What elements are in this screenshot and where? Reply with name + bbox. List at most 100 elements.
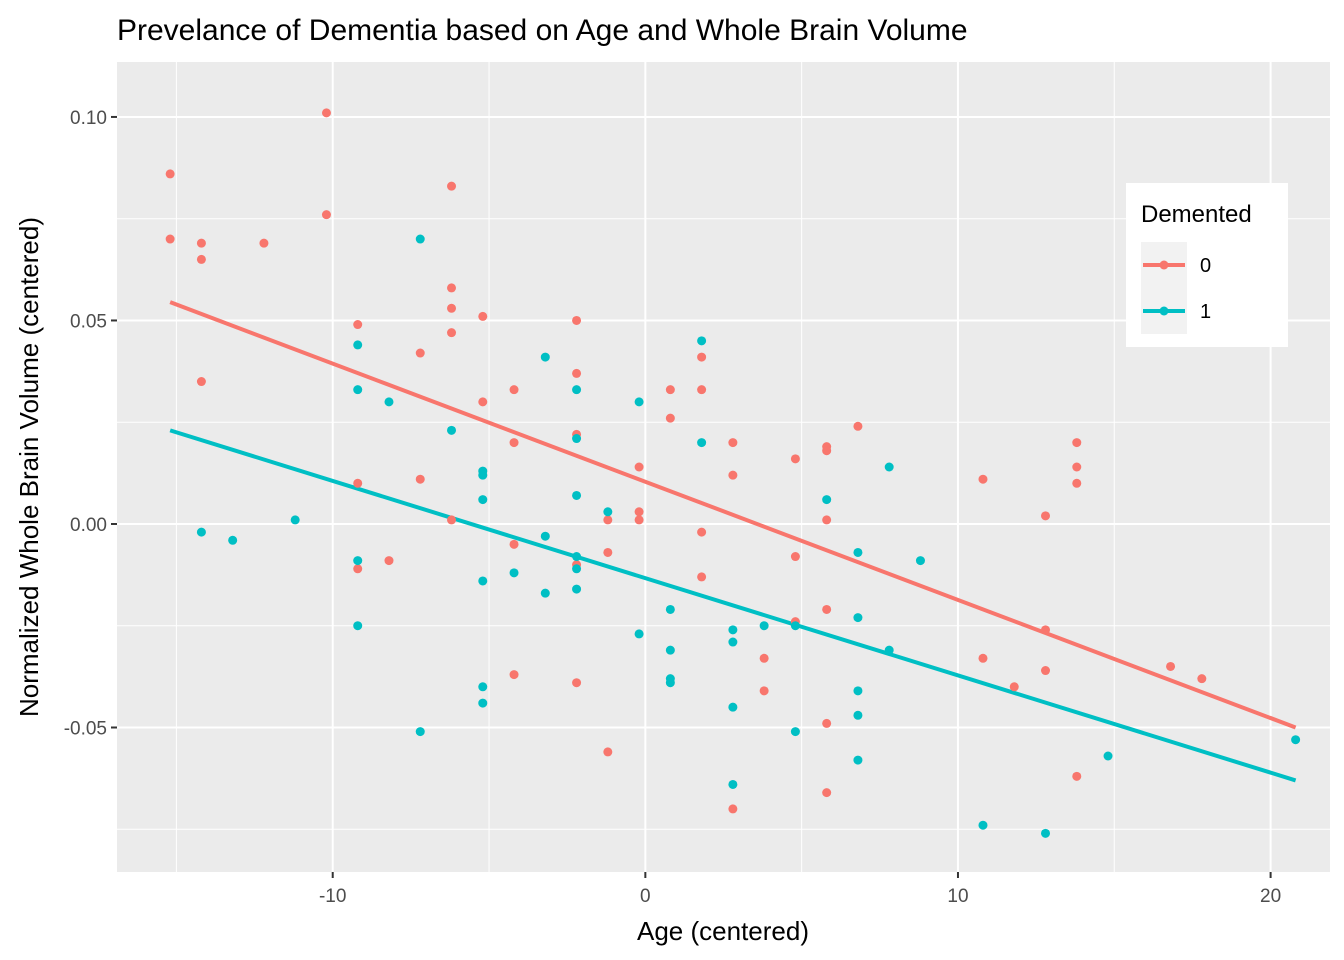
x-tick-label: 10 <box>947 886 968 907</box>
fit-lines <box>169 300 1297 783</box>
data-point-series-1 <box>572 385 582 395</box>
fit-line-series-1 <box>169 428 1297 783</box>
data-point-series-0 <box>697 385 707 395</box>
data-point-series-0 <box>1072 478 1082 488</box>
data-point-series-0 <box>603 515 613 525</box>
data-point-series-0 <box>697 352 707 362</box>
axes: -10 0 10 20-0.050.000.050.10 <box>64 108 1281 907</box>
data-point-series-1 <box>665 678 675 688</box>
data-point-series-1 <box>728 702 738 712</box>
data-point-series-0 <box>478 397 488 407</box>
data-point-series-0 <box>165 169 175 179</box>
data-point-series-1 <box>853 710 863 720</box>
data-point-series-0 <box>509 385 519 395</box>
data-point-series-1 <box>634 397 644 407</box>
grid <box>117 62 1330 872</box>
y-axis-title: Normalized Whole Brain Volume (centered) <box>14 217 44 717</box>
data-point-series-1 <box>822 495 832 505</box>
data-point-series-0 <box>447 328 457 338</box>
data-point-series-0 <box>1166 661 1176 671</box>
data-point-series-0 <box>790 552 800 562</box>
data-point-series-1 <box>540 588 550 598</box>
data-point-series-0 <box>572 315 582 325</box>
data-point-series-0 <box>509 539 519 549</box>
data-point-series-1 <box>478 576 488 586</box>
data-point-series-1 <box>228 535 238 545</box>
data-point-series-0 <box>759 653 769 663</box>
legend-key-point-0 <box>1159 260 1169 270</box>
data-point-series-1 <box>353 340 363 350</box>
data-point-series-0 <box>353 478 363 488</box>
data-point-series-1 <box>1103 751 1113 761</box>
legend-keys <box>1143 260 1185 316</box>
data-point-series-1 <box>853 686 863 696</box>
data-point-series-1 <box>415 234 425 244</box>
data-point-series-0 <box>1072 771 1082 781</box>
data-point-series-0 <box>353 564 363 574</box>
data-point-series-0 <box>728 804 738 814</box>
data-point-series-1 <box>415 727 425 737</box>
data-point-series-0 <box>509 670 519 680</box>
data-point-series-1 <box>884 462 894 472</box>
data-point-series-0 <box>790 454 800 464</box>
data-point-series-1 <box>353 621 363 631</box>
data-point-series-0 <box>478 311 488 321</box>
data-point-series-1 <box>790 727 800 737</box>
data-point-series-1 <box>540 531 550 541</box>
data-point-series-0 <box>634 462 644 472</box>
data-point-series-0 <box>165 234 175 244</box>
data-point-series-0 <box>1197 674 1207 684</box>
legend-title: Demented <box>1141 201 1252 228</box>
data-point-series-0 <box>1041 666 1051 676</box>
data-point-series-0 <box>1072 462 1082 472</box>
x-tick-label: 0 <box>640 886 651 907</box>
data-point-series-0 <box>1009 682 1019 692</box>
data-point-series-1 <box>759 621 769 631</box>
data-point-series-0 <box>384 556 394 566</box>
data-point-series-0 <box>572 368 582 378</box>
y-tick-label: -0.05 <box>64 719 107 740</box>
data-point-series-1 <box>447 425 457 435</box>
data-point-series-0 <box>415 474 425 484</box>
data-point-series-0 <box>822 515 832 525</box>
data-point-series-0 <box>603 547 613 557</box>
data-point-series-1 <box>603 507 613 517</box>
data-point-series-1 <box>853 613 863 623</box>
data-point-series-0 <box>447 181 457 191</box>
data-point-series-0 <box>1072 438 1082 448</box>
data-point-series-1 <box>728 779 738 789</box>
data-point-series-1 <box>478 682 488 692</box>
data-point-series-1 <box>353 556 363 566</box>
data-point-series-0 <box>447 303 457 313</box>
data-point-series-0 <box>759 686 769 696</box>
data-point-series-1 <box>665 645 675 655</box>
data-point-series-1 <box>572 490 582 500</box>
data-point-series-0 <box>321 210 331 220</box>
legend: Demented 0 1 <box>1126 183 1288 347</box>
y-tick-label: 0.10 <box>70 108 107 129</box>
chart-title: Prevelance of Dementia based on Age and … <box>117 14 968 47</box>
legend-label-1: 1 <box>1200 301 1211 323</box>
data-point-series-1 <box>196 527 206 537</box>
data-point-series-1 <box>1041 828 1051 838</box>
data-point-series-1 <box>290 515 300 525</box>
data-point-series-1 <box>478 470 488 480</box>
data-point-series-0 <box>1041 625 1051 635</box>
data-point-series-0 <box>321 108 331 118</box>
data-point-series-0 <box>822 446 832 456</box>
data-point-series-1 <box>978 820 988 830</box>
data-point-series-1 <box>1291 735 1301 745</box>
data-point-series-0 <box>1041 511 1051 521</box>
data-point-series-0 <box>853 421 863 431</box>
data-point-series-0 <box>415 348 425 358</box>
data-point-series-1 <box>728 637 738 647</box>
data-point-series-0 <box>978 653 988 663</box>
data-point-series-1 <box>697 336 707 346</box>
data-point-series-1 <box>853 755 863 765</box>
data-point-series-0 <box>822 604 832 614</box>
data-point-series-1 <box>572 434 582 444</box>
data-point-series-0 <box>697 572 707 582</box>
fit-line-series-0 <box>169 300 1297 730</box>
data-point-series-1 <box>572 564 582 574</box>
